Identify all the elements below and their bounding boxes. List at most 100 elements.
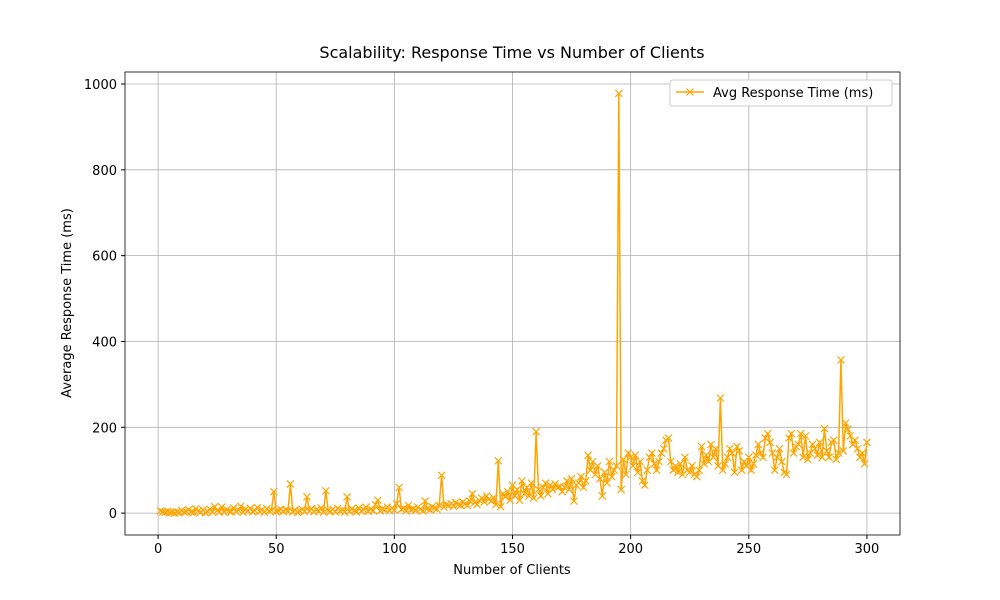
marker — [636, 457, 645, 466]
y-axis-label: Average Response Time (ms) — [60, 208, 75, 398]
marker — [293, 508, 302, 517]
marker — [702, 451, 711, 460]
marker — [841, 419, 850, 427]
marker — [362, 503, 370, 512]
marker — [520, 489, 529, 498]
marker — [477, 494, 486, 503]
marker — [303, 492, 311, 501]
marker — [837, 356, 845, 364]
marker — [265, 507, 274, 515]
marker — [633, 468, 642, 477]
marker — [829, 436, 838, 445]
x-tick-label: 250 — [736, 542, 761, 557]
marker — [860, 459, 869, 468]
marker — [775, 444, 784, 453]
marker — [626, 453, 635, 462]
marker — [418, 507, 427, 515]
marker — [529, 494, 538, 503]
marker — [402, 507, 411, 515]
marker — [657, 449, 666, 457]
marker — [685, 468, 694, 477]
marker — [581, 477, 590, 485]
marker — [560, 483, 569, 492]
marker — [638, 477, 647, 485]
marker — [373, 496, 382, 505]
marker — [777, 457, 786, 466]
marker — [614, 89, 623, 98]
marker — [671, 461, 680, 470]
marker — [652, 466, 661, 475]
marker — [709, 453, 718, 462]
marker — [579, 483, 588, 492]
x-tick-label: 300 — [855, 542, 880, 557]
marker — [794, 440, 803, 449]
marker — [785, 434, 793, 442]
marker — [851, 436, 860, 445]
marker — [317, 504, 326, 512]
marker — [312, 505, 321, 514]
marker — [643, 466, 652, 475]
marker — [319, 508, 328, 517]
marker — [822, 446, 831, 455]
marker — [673, 468, 682, 477]
marker — [747, 466, 756, 475]
marker — [432, 505, 441, 514]
marker — [858, 449, 867, 457]
marker — [681, 453, 689, 462]
marker — [269, 487, 278, 496]
marker — [593, 461, 602, 470]
marker — [492, 500, 500, 509]
marker — [619, 455, 628, 464]
marker — [546, 481, 555, 490]
x-tick-label: 100 — [382, 542, 407, 557]
marker — [525, 492, 533, 500]
marker — [213, 506, 222, 515]
marker — [534, 485, 543, 494]
x-tick-label: 200 — [618, 542, 643, 557]
marker — [435, 501, 444, 510]
marker — [281, 505, 290, 514]
marker — [454, 500, 463, 509]
marker — [421, 497, 430, 506]
marker — [371, 500, 380, 509]
marker — [208, 508, 217, 517]
marker — [799, 453, 808, 462]
marker — [336, 507, 344, 515]
plot-frame — [124, 71, 901, 536]
marker — [730, 468, 739, 477]
marker — [267, 506, 276, 515]
marker — [676, 459, 685, 468]
marker — [711, 444, 720, 453]
marker — [595, 474, 604, 483]
marker — [744, 453, 753, 462]
marker — [234, 506, 243, 515]
marker — [787, 429, 796, 438]
marker — [749, 459, 758, 468]
legend-label: Avg Response Time (ms) — [713, 86, 873, 101]
marker — [655, 457, 663, 466]
marker — [733, 442, 741, 451]
marker — [692, 472, 701, 481]
marker — [551, 480, 559, 488]
y-tick-label: 800 — [92, 164, 117, 179]
marker — [605, 457, 614, 466]
marker — [832, 455, 841, 464]
marker — [515, 496, 524, 505]
marker — [815, 438, 824, 447]
x-tick-label: 0 — [154, 542, 162, 557]
marker — [650, 459, 659, 468]
marker — [222, 505, 231, 514]
marker — [759, 453, 767, 462]
marker — [532, 427, 541, 436]
x-tick-label: 50 — [268, 542, 285, 557]
marker — [562, 477, 571, 485]
marker — [260, 508, 269, 517]
marker — [513, 485, 522, 494]
marker — [624, 449, 633, 457]
marker — [489, 493, 498, 502]
marker — [844, 425, 852, 434]
marker — [501, 492, 510, 501]
y-tick-label: 200 — [92, 421, 117, 436]
marker — [640, 481, 649, 490]
